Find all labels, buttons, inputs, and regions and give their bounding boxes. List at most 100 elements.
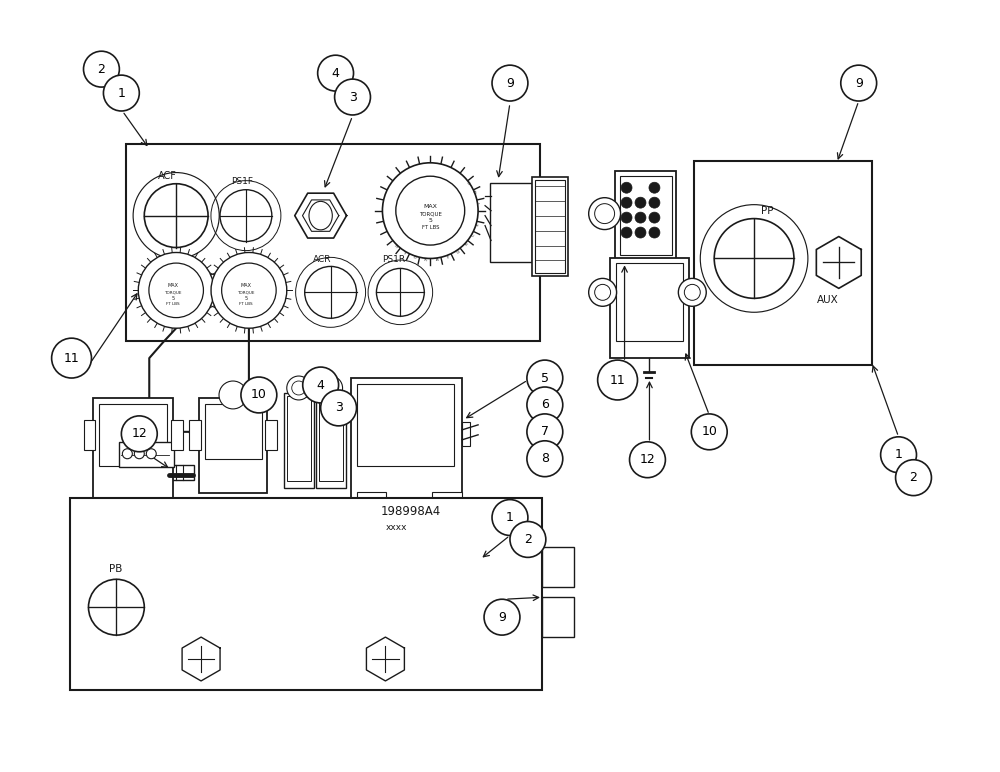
Bar — [287, 396, 311, 481]
Text: 2: 2 — [524, 533, 532, 546]
Circle shape — [241, 377, 277, 413]
Circle shape — [319, 376, 343, 400]
Text: 12: 12 — [640, 453, 655, 466]
Text: O: O — [456, 249, 461, 255]
Text: I: I — [477, 201, 481, 203]
Text: F: F — [446, 255, 450, 259]
Text: ACF: ACF — [158, 171, 177, 181]
Text: 1: 1 — [895, 449, 902, 461]
Text: 9: 9 — [506, 76, 514, 90]
Circle shape — [527, 360, 563, 396]
Bar — [169, 465, 194, 479]
Text: 11: 11 — [64, 351, 79, 364]
Text: 6: 6 — [541, 398, 549, 411]
Circle shape — [649, 197, 660, 208]
Bar — [615, 171, 676, 260]
Text: 3: 3 — [349, 90, 356, 103]
Bar — [199, 398, 267, 493]
Circle shape — [121, 416, 157, 452]
Bar — [70, 498, 542, 690]
Circle shape — [138, 252, 214, 328]
Text: 198998A4: 198998A4 — [380, 505, 441, 517]
Ellipse shape — [309, 201, 332, 230]
Text: R: R — [424, 258, 427, 262]
Text: E: E — [476, 223, 480, 227]
Circle shape — [635, 197, 646, 208]
Text: TORQUE: TORQUE — [237, 290, 255, 294]
Text: TORQUE: TORQUE — [164, 290, 182, 294]
Circle shape — [146, 449, 156, 459]
Circle shape — [222, 263, 276, 317]
Circle shape — [589, 198, 621, 229]
Text: 3: 3 — [335, 401, 343, 415]
Bar — [620, 176, 672, 256]
Text: AUX: AUX — [817, 296, 839, 305]
Text: PS1R: PS1R — [382, 256, 406, 265]
Bar — [542, 547, 574, 587]
Text: PS1F: PS1F — [231, 177, 253, 186]
Bar — [432, 492, 462, 510]
Circle shape — [382, 163, 478, 259]
Circle shape — [527, 387, 563, 423]
Bar — [171, 420, 183, 450]
Circle shape — [649, 212, 660, 223]
Circle shape — [211, 252, 287, 328]
Text: 7: 7 — [541, 425, 549, 438]
Circle shape — [321, 390, 357, 426]
Bar — [532, 177, 568, 276]
Circle shape — [303, 367, 339, 403]
Circle shape — [318, 55, 354, 91]
Circle shape — [621, 182, 632, 193]
Bar — [357, 384, 454, 466]
Text: FT LBS: FT LBS — [422, 225, 439, 230]
Circle shape — [52, 338, 91, 378]
Text: 10: 10 — [251, 388, 267, 401]
Circle shape — [484, 599, 520, 635]
Circle shape — [595, 204, 615, 224]
Circle shape — [527, 414, 563, 450]
Bar — [265, 420, 277, 450]
Circle shape — [510, 522, 546, 557]
Bar — [126, 144, 540, 341]
Text: 2: 2 — [98, 63, 105, 76]
Circle shape — [492, 499, 528, 536]
Text: C: C — [471, 233, 476, 238]
Circle shape — [122, 449, 132, 459]
Text: D: D — [412, 256, 416, 260]
Circle shape — [149, 263, 203, 317]
Text: C: C — [468, 179, 473, 184]
Text: PB: PB — [109, 564, 123, 574]
Bar — [462, 422, 470, 445]
Text: 10: 10 — [701, 425, 717, 438]
Text: MAX: MAX — [240, 283, 251, 288]
Text: MAX: MAX — [423, 204, 437, 209]
Circle shape — [621, 212, 632, 223]
Bar — [542, 598, 574, 637]
Text: 1: 1 — [117, 86, 125, 100]
Bar — [694, 161, 872, 365]
Circle shape — [635, 212, 646, 223]
Text: 1: 1 — [506, 511, 514, 524]
Bar — [284, 393, 314, 488]
Text: R: R — [464, 242, 469, 247]
Bar — [351, 378, 462, 498]
Circle shape — [684, 284, 700, 300]
Bar — [616, 263, 683, 341]
Bar — [205, 404, 262, 459]
Text: A: A — [435, 258, 439, 262]
Text: 4: 4 — [332, 66, 340, 80]
Circle shape — [335, 79, 370, 115]
Circle shape — [589, 279, 617, 306]
Circle shape — [287, 376, 311, 400]
Circle shape — [324, 381, 338, 395]
Circle shape — [630, 442, 665, 478]
Bar — [99, 404, 167, 466]
Circle shape — [292, 381, 306, 395]
Bar — [316, 393, 346, 488]
Text: FT LBS: FT LBS — [166, 303, 180, 306]
Text: 5: 5 — [428, 218, 432, 223]
Text: FT LBS: FT LBS — [239, 303, 253, 306]
Circle shape — [492, 65, 528, 101]
Text: 4: 4 — [317, 378, 325, 391]
Text: 9: 9 — [855, 76, 863, 90]
